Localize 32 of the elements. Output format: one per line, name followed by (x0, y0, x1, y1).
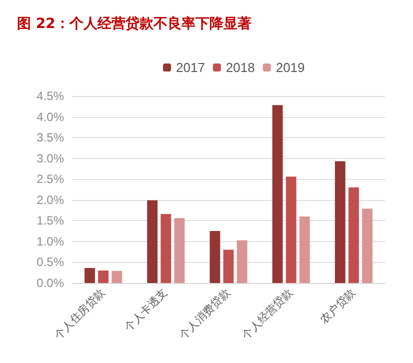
bar (112, 270, 122, 283)
x-tick-label: 个人经营贷款 (239, 286, 296, 342)
bar (147, 200, 158, 283)
bar (299, 216, 310, 283)
bar (362, 208, 372, 283)
legend-label: 2019 (276, 60, 305, 75)
bar (98, 270, 109, 283)
legend-label: 2018 (226, 60, 255, 75)
bar (210, 231, 220, 283)
bar (84, 268, 95, 283)
y-tick-label: 0.5% (36, 255, 64, 270)
legend-label: 2017 (176, 60, 205, 75)
bar (286, 176, 296, 283)
chart-title: 图 22：个人经营贷款不良率下降显著 (17, 15, 252, 32)
y-tick-label: 1.5% (36, 214, 64, 228)
y-tick-label: 2.5% (36, 172, 64, 186)
bar (272, 105, 283, 283)
x-tick-label: 农户贷款 (318, 286, 358, 326)
y-tick-label: 4.5% (36, 89, 64, 103)
y-tick-label: 1.0% (36, 234, 64, 248)
x-tick-label: 个人卡透支 (122, 286, 170, 334)
bar (160, 214, 172, 283)
bar (174, 218, 185, 283)
x-tick-label: 个人消费贷款 (176, 286, 233, 342)
y-tick-label: 4.0% (36, 110, 64, 124)
y-tick-label: 3.5% (36, 130, 64, 145)
bar (334, 161, 346, 283)
y-tick-label: 2.0% (36, 192, 64, 207)
bar (236, 240, 248, 283)
bar (223, 250, 234, 283)
y-tick-label: 3.0% (36, 151, 64, 166)
bar (348, 187, 359, 283)
